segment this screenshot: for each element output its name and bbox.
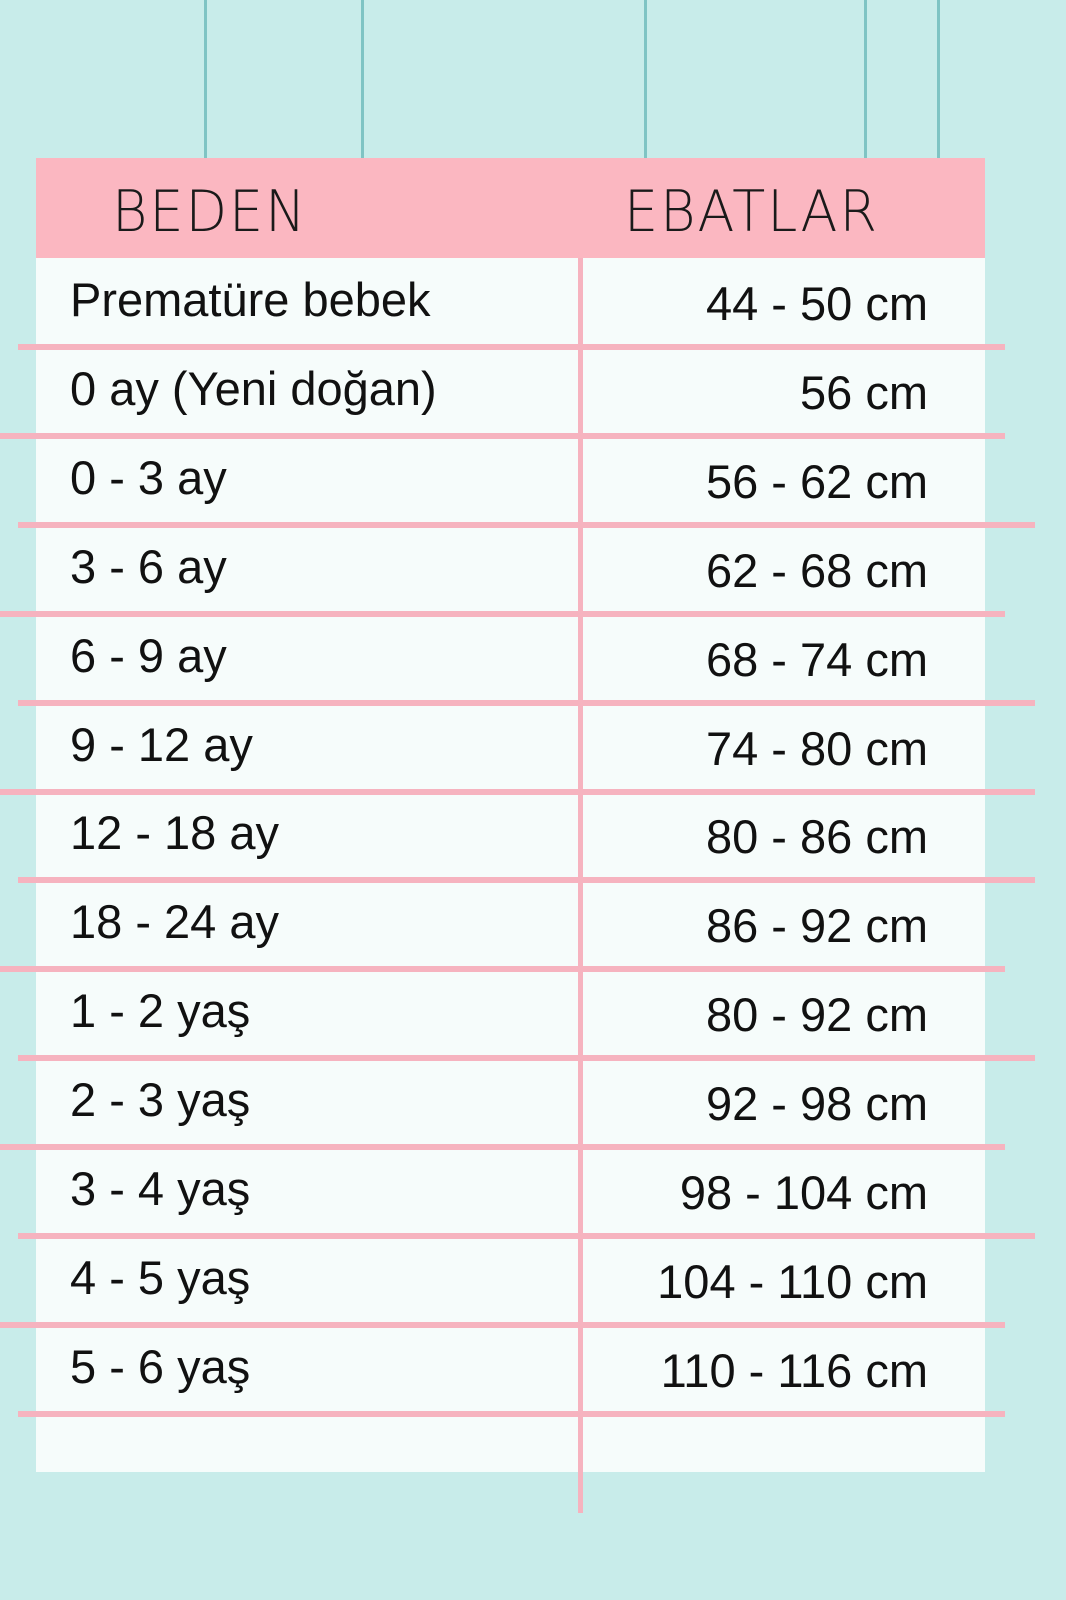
row-divider xyxy=(18,699,1035,706)
table-row: 12 - 18 ay 80 - 86 cm xyxy=(0,791,1066,879)
measure-cell: 110 - 116 cm xyxy=(660,1343,928,1397)
row-divider xyxy=(0,1144,1005,1151)
hanging-string xyxy=(937,0,940,160)
measure-cell: 44 - 50 cm xyxy=(705,277,928,330)
row-divider xyxy=(0,1321,1005,1328)
measure-cell: 104 - 110 cm xyxy=(657,1254,928,1308)
table-row: 18 - 24 ay 86 - 92 cm xyxy=(0,880,1066,968)
table-row: 3 - 4 yaş 98 - 104 cm xyxy=(0,1147,1066,1235)
size-cell: 4 - 5 yaş xyxy=(70,1250,251,1304)
size-cell: 18 - 24 ay xyxy=(70,895,280,949)
row-divider xyxy=(18,1055,1035,1062)
table-row: 4 - 5 yaş 104 - 110 cm xyxy=(0,1236,1066,1324)
size-cell: 1 - 2 yaş xyxy=(70,984,251,1038)
table-row: 9 - 12 ay 74 - 80 cm xyxy=(0,703,1066,791)
size-cell: 3 - 6 ay xyxy=(70,539,227,593)
measure-cell: 80 - 92 cm xyxy=(705,988,928,1042)
size-cell: Prematüre bebek xyxy=(70,273,431,326)
row-divider xyxy=(0,610,1005,617)
row-divider xyxy=(18,1233,1035,1239)
header-size: BEDEN xyxy=(112,178,308,245)
table-row: 0 - 3 ay 56 - 62 cm xyxy=(0,436,1066,524)
table-row: 1 - 2 yaş 80 - 92 cm xyxy=(0,969,1066,1057)
measure-cell: 92 - 98 cm xyxy=(705,1077,928,1131)
size-cell: 12 - 18 ay xyxy=(70,806,280,860)
size-cell: 6 - 9 ay xyxy=(70,628,227,682)
row-divider xyxy=(0,432,1005,439)
hanging-string xyxy=(644,0,647,160)
size-cell: 5 - 6 yaş xyxy=(70,1339,251,1393)
header-measure: EBATLAR xyxy=(624,178,879,245)
table-row: 0 ay (Yeni doğan) 56 cm xyxy=(0,347,1066,435)
table-row: 3 - 6 ay 62 - 68 cm xyxy=(0,525,1066,613)
measure-cell: 86 - 92 cm xyxy=(705,899,928,953)
table-row: 5 - 6 yaş 110 - 116 cm xyxy=(0,1325,1066,1413)
hanging-string xyxy=(204,0,207,160)
size-cell: 2 - 3 yaş xyxy=(70,1073,251,1127)
measure-cell: 98 - 104 cm xyxy=(679,1166,928,1219)
measure-cell: 80 - 86 cm xyxy=(705,810,928,864)
size-cell: 3 - 4 yaş xyxy=(70,1162,251,1215)
row-divider xyxy=(0,966,1005,973)
table-row: Prematüre bebek 44 - 50 cm xyxy=(0,258,1066,346)
table-header: BEDEN EBATLAR xyxy=(36,158,985,258)
row-divider xyxy=(18,1410,1005,1417)
row-divider xyxy=(18,877,1035,884)
size-table xyxy=(36,158,985,1472)
row-divider xyxy=(18,344,1005,350)
measure-cell: 56 - 62 cm xyxy=(705,454,928,508)
measure-cell: 68 - 74 cm xyxy=(705,632,928,686)
measure-cell: 62 - 68 cm xyxy=(705,543,928,597)
row-divider xyxy=(0,788,1035,795)
table-row: 6 - 9 ay 68 - 74 cm xyxy=(0,614,1066,702)
row-divider xyxy=(18,521,1035,528)
table-row: 2 - 3 yaş 92 - 98 cm xyxy=(0,1058,1066,1146)
hanging-string xyxy=(864,0,867,160)
size-cell: 0 - 3 ay xyxy=(70,450,227,504)
size-cell: 0 ay (Yeni doğan) xyxy=(70,361,437,415)
size-cell: 9 - 12 ay xyxy=(70,717,253,771)
measure-cell: 56 cm xyxy=(800,365,928,419)
measure-cell: 74 - 80 cm xyxy=(705,721,928,775)
column-divider xyxy=(578,258,583,1513)
hanging-string xyxy=(361,0,364,160)
